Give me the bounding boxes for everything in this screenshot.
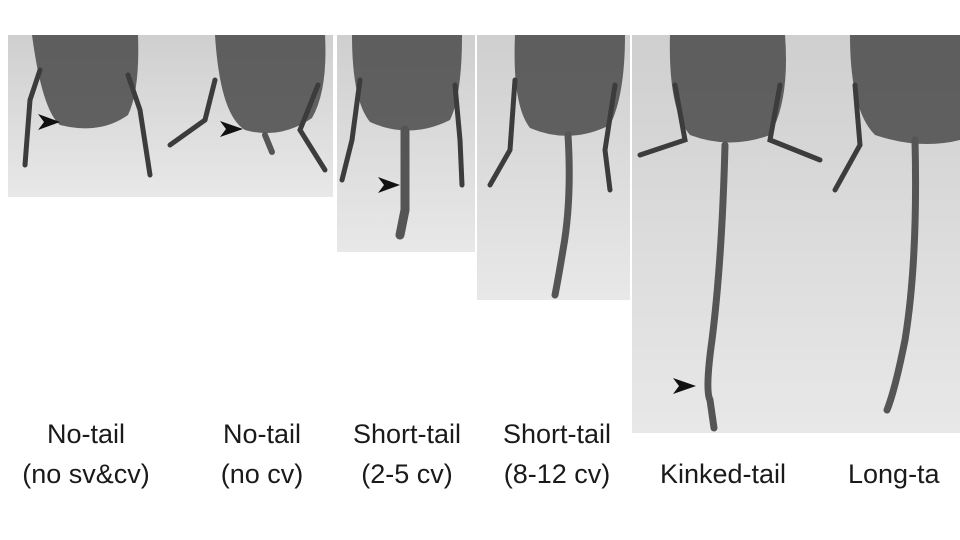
panel-label: No-tail <box>223 419 301 449</box>
panel-label: Short-tail <box>353 419 461 449</box>
panel-label: Kinked-tail <box>660 459 786 489</box>
panel-label: (8-12 cv) <box>504 459 611 489</box>
xray-panel <box>8 35 165 197</box>
xray-panel <box>337 35 475 252</box>
panel-label: Long-ta <box>848 459 941 489</box>
xray-panel <box>165 35 333 197</box>
panel-label: Short-tail <box>503 419 611 449</box>
xray-panel <box>828 35 960 433</box>
panel-label: (no sv&cv) <box>22 459 150 489</box>
panel-label: (no cv) <box>221 459 304 489</box>
panel-label: (2-5 cv) <box>361 459 453 489</box>
xray-panel <box>477 35 630 300</box>
xray-panel <box>632 35 828 433</box>
panel-label: No-tail <box>47 419 125 449</box>
